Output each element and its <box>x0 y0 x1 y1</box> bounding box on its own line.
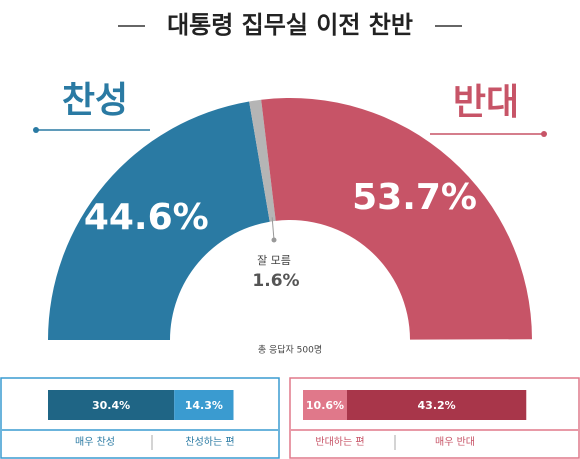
note: 총 응답자 500명 <box>258 344 322 356</box>
chart-title: 대통령 집무실 이전 찬반 <box>167 11 413 39</box>
value-label: 10.6% <box>306 399 344 412</box>
bar-segment <box>346 390 527 420</box>
value-label: 1.6% <box>252 271 299 291</box>
label-dot <box>33 127 39 133</box>
legend-label: 찬성하는 편 <box>185 435 234 448</box>
donut-segment <box>249 99 276 222</box>
bar-segment <box>303 390 347 420</box>
label-dot <box>541 131 547 137</box>
leader-dot <box>271 237 277 243</box>
category-label: 반대 <box>453 82 519 123</box>
category-label: 잘 모름 <box>257 254 291 267</box>
panel <box>289 377 580 459</box>
value-label: 44.6% <box>84 197 209 238</box>
donut-segment <box>48 101 270 341</box>
donut-segment <box>261 98 532 340</box>
value-label: 14.3% <box>185 399 223 412</box>
leader-line <box>271 217 275 241</box>
value-label: 53.7% <box>352 177 477 218</box>
value-label: 30.4% <box>92 399 130 412</box>
bar-segment <box>48 390 175 420</box>
legend-label: 매우 찬성 <box>75 436 115 448</box>
panel <box>0 377 280 459</box>
category-label: 찬성 <box>62 80 128 121</box>
bar-segment <box>174 390 234 420</box>
legend-label: 반대하는 편 <box>315 435 364 448</box>
legend-label: 매우 반대 <box>435 436 475 448</box>
value-label: 43.2% <box>418 399 456 412</box>
